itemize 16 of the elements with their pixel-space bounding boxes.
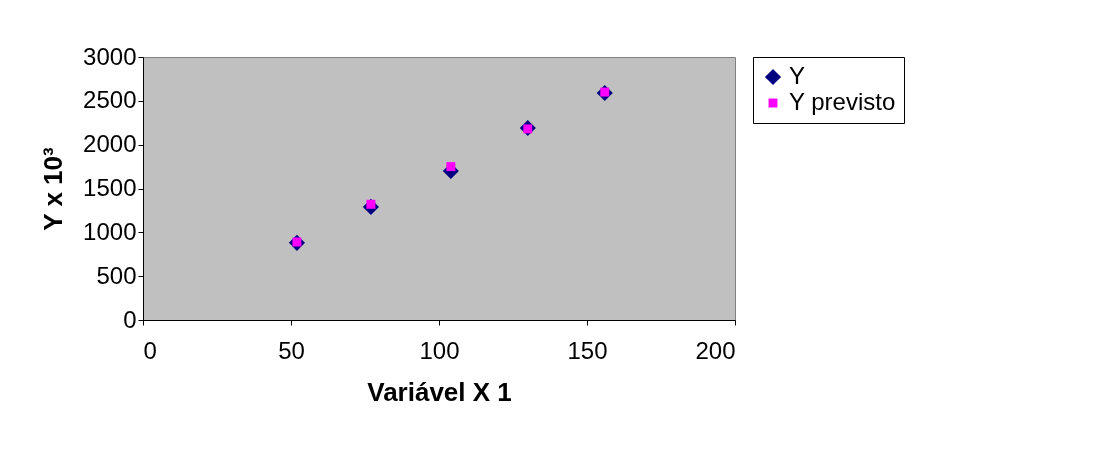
y-tick-label: 1500 <box>83 174 137 201</box>
x-axis-title: Variável X 1 <box>367 376 512 407</box>
legend-label: Y <box>789 62 806 89</box>
x-tick-label: 100 <box>419 336 460 364</box>
y-tick-label: 2000 <box>83 130 137 158</box>
y-axis-title: Y x 10³ <box>38 146 69 231</box>
y-tick-label: 2500 <box>83 86 137 114</box>
y-tick-label: 0 <box>123 305 137 333</box>
y-tick-label: 1000 <box>83 217 137 245</box>
x-tick-label: 0 <box>143 336 157 364</box>
x-tick-label: 200 <box>695 336 736 364</box>
legend-label: Y previsto <box>789 88 896 115</box>
x-tick-label: 150 <box>567 336 608 364</box>
y-tick-label: 3000 <box>83 42 137 70</box>
x-tick-label: 50 <box>278 336 305 364</box>
y-tick-label: 500 <box>96 261 137 289</box>
